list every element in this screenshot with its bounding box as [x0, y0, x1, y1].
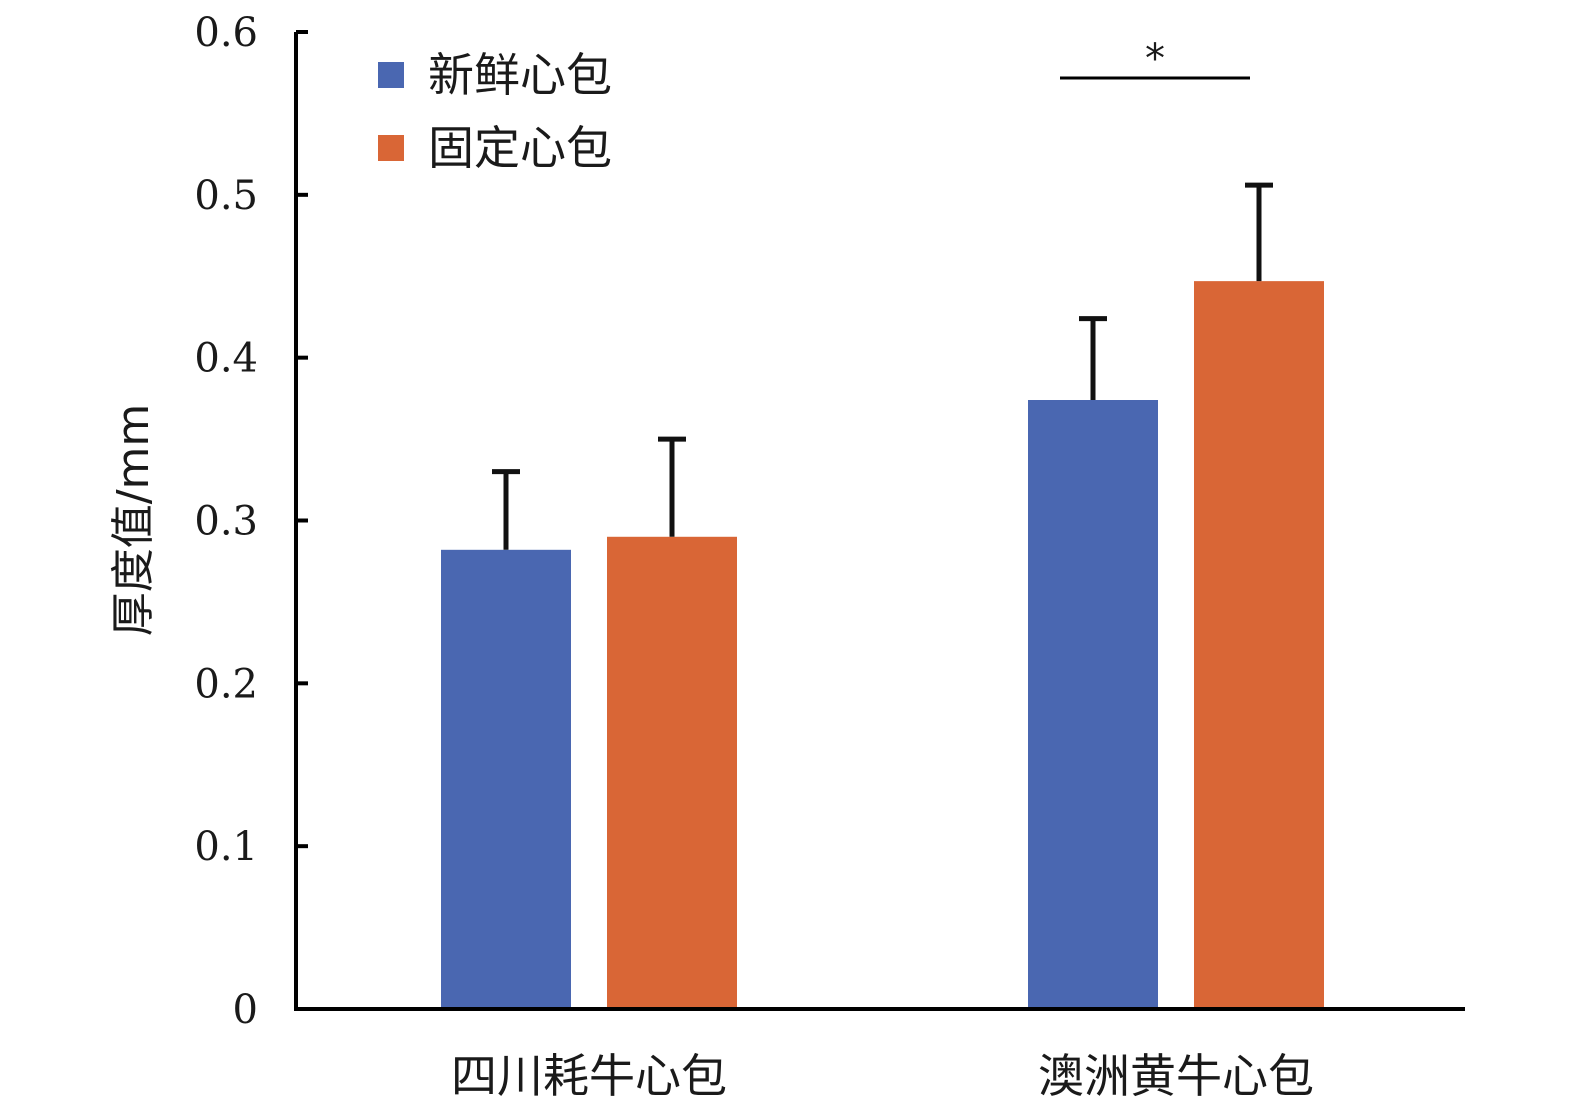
- legend-swatch: [378, 62, 404, 88]
- category-label: 四川耗牛心包: [451, 1049, 727, 1103]
- y-tick-label: 0: [233, 987, 258, 1033]
- category-labels-layer: 四川耗牛心包 澳洲黄牛心包: [451, 1049, 1314, 1103]
- legend-label: 新鲜心包: [428, 48, 612, 102]
- significance-marker: *: [1060, 36, 1250, 82]
- y-tick-label: 0.3: [194, 499, 258, 545]
- y-tick-label: 0.1: [194, 824, 258, 870]
- legend-label: 固定心包: [428, 121, 612, 175]
- y-tick-label: 0.5: [194, 173, 258, 219]
- y-tick-label: 0.4: [194, 336, 258, 382]
- y-tick-label: 0.2: [194, 661, 258, 707]
- bar: [607, 536, 737, 1009]
- bar: [1194, 281, 1324, 1009]
- y-ticks-layer: 0 0.1 0.2 0.3 0.4 0.5 0.6: [194, 10, 308, 1033]
- y-tick-label: 0.6: [194, 10, 258, 56]
- bar: [1028, 400, 1158, 1010]
- bar: [441, 549, 571, 1009]
- significance-star: *: [1145, 36, 1165, 82]
- y-axis-label: 厚度值/mm: [108, 404, 159, 637]
- bars-layer: [441, 281, 1324, 1010]
- category-label: 澳洲黄牛心包: [1038, 1049, 1314, 1103]
- legend-swatch: [378, 135, 404, 161]
- error-bars-layer: [492, 182, 1273, 550]
